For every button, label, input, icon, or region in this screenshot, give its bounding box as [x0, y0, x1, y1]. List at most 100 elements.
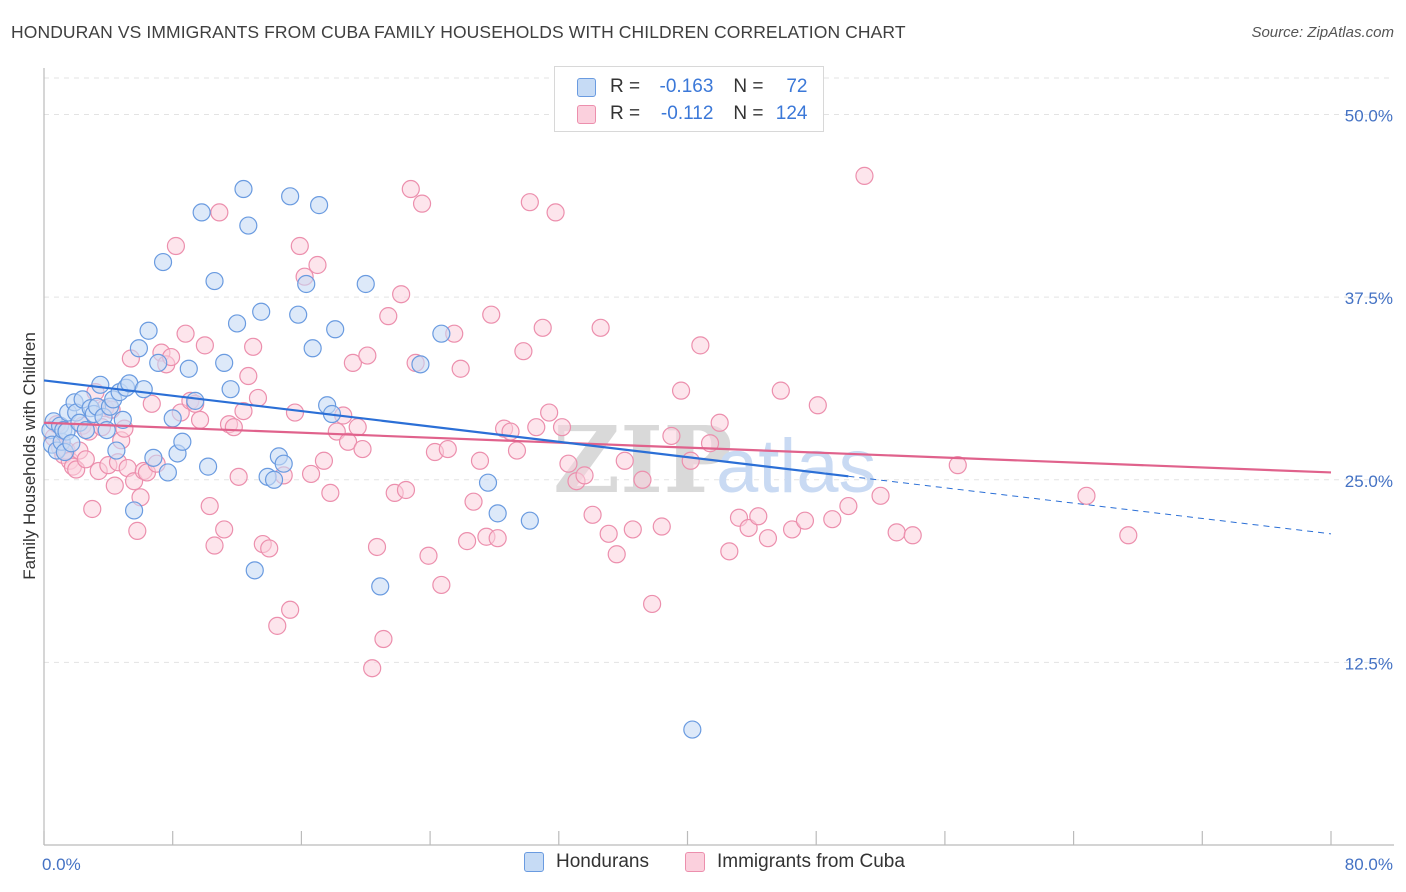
- y-tick-label: 25.0%: [1345, 472, 1393, 491]
- cuba-point: [248, 388, 268, 408]
- honduran-point: [309, 196, 329, 215]
- cuba-point: [795, 511, 815, 530]
- honduran-point: [62, 434, 81, 453]
- cuba-point: [432, 575, 451, 595]
- cuba-swatch: [685, 852, 705, 872]
- honduran-point: [683, 720, 702, 739]
- cuba-point: [871, 486, 890, 505]
- honduran-point: [144, 448, 163, 467]
- cuba-point: [195, 336, 214, 355]
- hondurans-label: Hondurans: [556, 851, 649, 872]
- axis-labels: 12.5% 25.0% 37.5% 50.0% 0.0% 80.0% Family Hous…: [20, 107, 1393, 874]
- cuba-point: [343, 353, 362, 372]
- series-cuba-points: [44, 166, 1138, 678]
- honduran-point: [297, 274, 316, 294]
- honduran-point: [274, 454, 293, 473]
- cuba-point: [652, 517, 671, 536]
- cuba-point: [1119, 526, 1138, 545]
- cuba-point: [739, 518, 758, 538]
- cuba-point: [321, 483, 340, 503]
- cuba-point: [1077, 486, 1096, 505]
- y-tick-label: 12.5%: [1345, 654, 1393, 673]
- axes: [43, 68, 1394, 846]
- cuba-point: [301, 464, 321, 484]
- honduran-point: [239, 216, 258, 235]
- honduran-point: [221, 380, 240, 399]
- cuba-point: [520, 193, 539, 212]
- x-tick-label-min: 0.0%: [42, 855, 81, 874]
- honduran-point: [158, 463, 177, 482]
- cuba-point: [260, 539, 279, 558]
- cuba-point: [419, 546, 438, 565]
- cuba-point: [396, 480, 416, 500]
- cuba-point: [229, 467, 248, 486]
- honduran-point: [186, 391, 205, 410]
- honduran-point: [411, 355, 430, 374]
- hondurans-swatch: [577, 77, 596, 97]
- honduran-point: [91, 375, 110, 394]
- n-value: 124: [775, 103, 808, 124]
- cuba-point: [758, 529, 778, 548]
- cuba-point: [681, 451, 700, 470]
- cuba-point: [808, 396, 827, 415]
- cuba-point: [285, 403, 305, 422]
- cuba-point: [401, 179, 420, 199]
- cuba-point: [559, 454, 578, 473]
- honduran-point: [153, 252, 173, 272]
- cuba-point: [348, 418, 367, 437]
- cuba-point: [527, 418, 546, 437]
- honduran-point: [163, 409, 182, 428]
- honduran-trend-line: [43, 379, 849, 478]
- cuba-point: [552, 418, 572, 437]
- honduran-point: [356, 274, 375, 294]
- cuba-point: [205, 536, 224, 555]
- cuba-point: [903, 526, 922, 545]
- honduran-point: [149, 353, 168, 372]
- cuba-point: [224, 418, 243, 437]
- honduran-point: [478, 473, 498, 492]
- cuba-point: [327, 422, 346, 441]
- hondurans-swatch: [524, 852, 544, 872]
- bottom-legend-cuba[interactable]: Immigrants from Cuba: [685, 851, 905, 873]
- cuba-point: [374, 629, 393, 649]
- cuba-point: [782, 520, 802, 539]
- honduran-point: [129, 339, 149, 358]
- legend-row-hondurans: R = -0.163 N = 72: [555, 74, 808, 100]
- honduran-point: [173, 432, 192, 451]
- cuba-point: [583, 505, 602, 524]
- honduran-point: [234, 179, 253, 199]
- series-hondurans-points: [41, 179, 702, 739]
- cuba-point: [379, 307, 398, 326]
- cuba-point: [488, 529, 507, 548]
- honduran-point: [134, 380, 153, 399]
- cuba-point: [215, 520, 234, 539]
- cuba-point: [353, 439, 372, 459]
- cuba-point: [363, 659, 382, 678]
- cuba-point: [514, 342, 533, 361]
- cuba-point: [749, 507, 768, 526]
- bottom-legend-hondurans[interactable]: Hondurans: [524, 851, 649, 873]
- cuba-point: [83, 499, 102, 519]
- cuba-point: [210, 203, 229, 222]
- r-value: -0.163: [659, 76, 714, 97]
- cuba-point: [482, 305, 501, 324]
- honduran-point: [281, 187, 300, 206]
- cuba-point: [691, 336, 710, 355]
- y-tick-label: 37.5%: [1345, 289, 1393, 308]
- cuba-point: [314, 451, 334, 470]
- r-label: R =: [610, 103, 641, 124]
- cuba-point: [591, 318, 610, 337]
- r-label: R =: [610, 76, 641, 97]
- honduran-trend-extension: [848, 475, 1332, 535]
- source-label: Source: ZipAtlas.com: [1251, 24, 1394, 41]
- cuba-point: [166, 236, 186, 256]
- cuba-point: [464, 492, 483, 511]
- cuba-point: [671, 381, 691, 400]
- honduran-point: [205, 271, 224, 291]
- honduran-point: [371, 577, 390, 596]
- honduran-point: [76, 420, 95, 440]
- cuba-point: [643, 594, 662, 614]
- cuba-point: [268, 616, 287, 635]
- cuba-point: [887, 523, 906, 542]
